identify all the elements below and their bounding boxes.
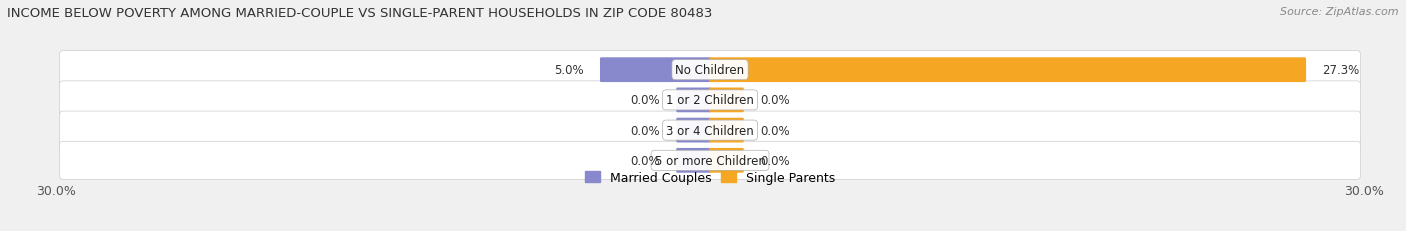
- FancyBboxPatch shape: [709, 148, 744, 173]
- Legend: Married Couples, Single Parents: Married Couples, Single Parents: [585, 171, 835, 184]
- FancyBboxPatch shape: [600, 58, 711, 83]
- Text: 0.0%: 0.0%: [761, 94, 790, 107]
- Text: Source: ZipAtlas.com: Source: ZipAtlas.com: [1281, 7, 1399, 17]
- FancyBboxPatch shape: [59, 112, 1361, 149]
- Text: 0.0%: 0.0%: [761, 154, 790, 167]
- FancyBboxPatch shape: [709, 118, 744, 143]
- Text: 1 or 2 Children: 1 or 2 Children: [666, 94, 754, 107]
- Text: 3 or 4 Children: 3 or 4 Children: [666, 124, 754, 137]
- Text: No Children: No Children: [675, 64, 745, 77]
- Text: 0.0%: 0.0%: [630, 94, 659, 107]
- FancyBboxPatch shape: [59, 142, 1361, 179]
- Text: 5 or more Children: 5 or more Children: [655, 154, 765, 167]
- Text: 5.0%: 5.0%: [554, 64, 583, 77]
- Text: 0.0%: 0.0%: [630, 124, 659, 137]
- FancyBboxPatch shape: [676, 88, 711, 113]
- Text: 0.0%: 0.0%: [761, 124, 790, 137]
- FancyBboxPatch shape: [709, 58, 1306, 83]
- FancyBboxPatch shape: [676, 148, 711, 173]
- Text: 0.0%: 0.0%: [630, 154, 659, 167]
- FancyBboxPatch shape: [59, 82, 1361, 119]
- FancyBboxPatch shape: [59, 52, 1361, 89]
- Text: 27.3%: 27.3%: [1323, 64, 1360, 77]
- Text: INCOME BELOW POVERTY AMONG MARRIED-COUPLE VS SINGLE-PARENT HOUSEHOLDS IN ZIP COD: INCOME BELOW POVERTY AMONG MARRIED-COUPL…: [7, 7, 713, 20]
- FancyBboxPatch shape: [676, 118, 711, 143]
- FancyBboxPatch shape: [709, 88, 744, 113]
